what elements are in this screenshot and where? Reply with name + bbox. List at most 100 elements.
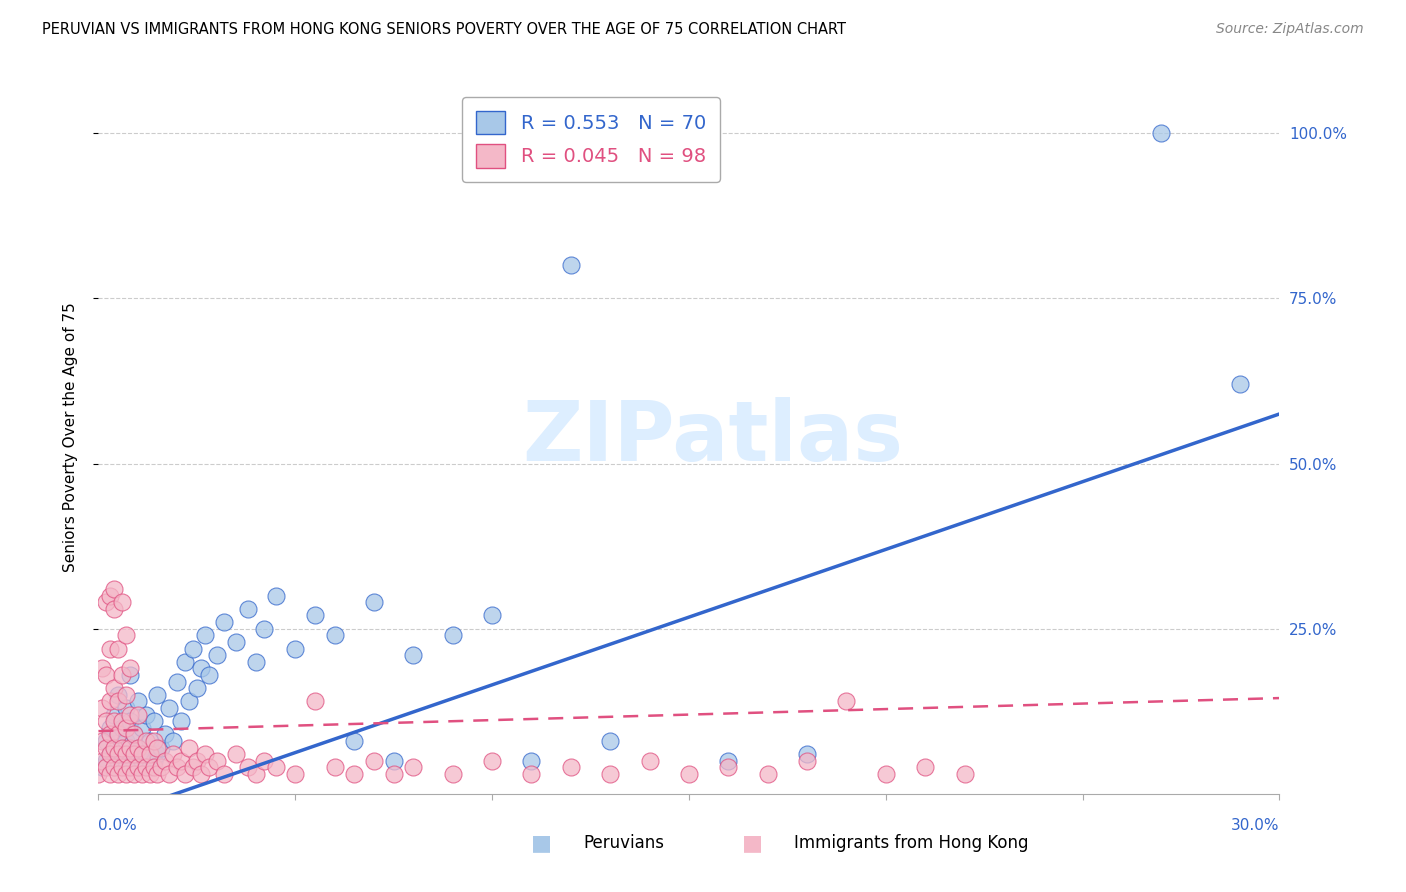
Point [284,767,307,781]
Point [91,734,114,748]
Point [96,668,118,682]
Point [236,602,259,616]
Point [157,701,180,715]
Point [98,747,121,762]
Point [142,734,165,748]
Point [107,727,129,741]
Point [177,740,200,755]
Point [304,694,326,708]
Point [236,760,259,774]
Text: Immigrants from Hong Kong: Immigrants from Hong Kong [794,834,1029,852]
Point [441,628,464,642]
Point [98,721,121,735]
Point [796,754,818,768]
Point [520,767,543,781]
Point [225,635,247,649]
Point [756,767,779,781]
Point [127,707,149,722]
Point [103,602,125,616]
Point [127,760,149,774]
Point [135,747,157,762]
Point [717,754,740,768]
Point [402,648,425,662]
Point [115,760,138,774]
Point [118,754,141,768]
Text: ZIPatlas: ZIPatlas [522,397,903,477]
Point [107,641,129,656]
Point [382,754,405,768]
Point [127,740,149,755]
Point [146,747,169,762]
Point [96,714,118,729]
Point [96,754,118,768]
Point [181,760,204,774]
Point [205,754,228,768]
Point [103,740,125,755]
Point [122,727,145,741]
Point [111,721,134,735]
Text: 30.0%: 30.0% [1232,818,1279,832]
Point [214,615,236,629]
Point [127,740,149,755]
Point [115,688,138,702]
Point [98,767,121,781]
Point [96,740,118,755]
Point [481,754,503,768]
Point [796,747,818,762]
Point [323,760,346,774]
Point [560,258,582,272]
Point [135,760,157,774]
Point [264,760,287,774]
Point [1229,377,1251,392]
Point [111,740,134,755]
Point [135,734,157,748]
Point [197,668,219,682]
Point [560,760,582,774]
Point [155,727,177,741]
Point [138,760,160,774]
Point [98,641,121,656]
Point [253,622,276,636]
Point [96,595,118,609]
Point [170,754,193,768]
Point [131,721,153,735]
Point [131,754,153,768]
Point [162,747,184,762]
Point [107,754,129,768]
Point [122,747,145,762]
Point [91,661,114,675]
Point [245,767,267,781]
Point [146,740,169,755]
Point [953,767,976,781]
Point [599,767,621,781]
Point [138,734,160,748]
Point [678,767,700,781]
Point [107,727,129,741]
Text: Peruvians: Peruvians [583,834,665,852]
Point [194,747,217,762]
Point [166,760,188,774]
Point [174,655,197,669]
Point [245,655,267,669]
Point [441,767,464,781]
Text: Source: ZipAtlas.com: Source: ZipAtlas.com [1216,22,1364,37]
Legend: R = 0.553   N = 70, R = 0.045   N = 98: R = 0.553 N = 70, R = 0.045 N = 98 [463,97,720,182]
Point [91,701,114,715]
Point [190,767,212,781]
Point [115,767,138,781]
Point [107,694,129,708]
Point [304,608,326,623]
Point [111,760,134,774]
Point [835,694,858,708]
Point [142,714,165,729]
Point [103,714,125,729]
Point [194,628,217,642]
Point [157,767,180,781]
Point [122,727,145,741]
Point [914,760,936,774]
Point [91,754,114,768]
Point [186,681,208,695]
Point [111,595,134,609]
Point [98,747,121,762]
Point [111,668,134,682]
